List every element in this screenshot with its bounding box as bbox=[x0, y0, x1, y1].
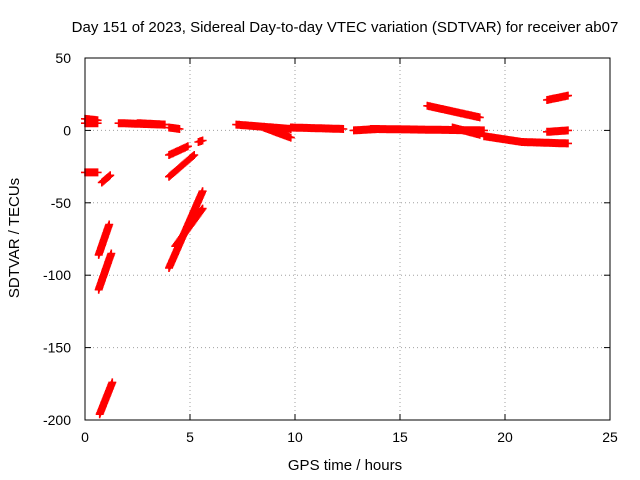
data-point-cluster bbox=[194, 136, 207, 146]
data-point-cluster bbox=[97, 171, 115, 187]
data-point-cluster bbox=[133, 119, 169, 129]
x-tick-label: 25 bbox=[602, 429, 618, 445]
axis-ticks: 0 5 10 15 20 25 -200 -150 -100 -50 0 50 bbox=[43, 50, 618, 445]
data-point-cluster bbox=[517, 138, 572, 148]
chart-title: Day 151 of 2023, Sidereal Day-to-day VTE… bbox=[72, 19, 619, 36]
y-tick-label: -50 bbox=[51, 195, 71, 211]
x-tick-label: 5 bbox=[186, 429, 194, 445]
data-point-cluster bbox=[259, 123, 295, 142]
y-tick-label: 50 bbox=[55, 50, 71, 66]
x-axis-label: GPS time / hours bbox=[288, 457, 402, 474]
x-tick-label: 10 bbox=[287, 429, 303, 445]
y-tick-label: 0 bbox=[63, 122, 71, 138]
x-tick-label: 15 bbox=[392, 429, 408, 445]
y-tick-label: -150 bbox=[43, 340, 71, 356]
data-point-cluster bbox=[95, 378, 117, 419]
plot-frame bbox=[84, 57, 611, 421]
grid-lines bbox=[85, 58, 610, 420]
data-point-cluster bbox=[94, 249, 116, 294]
data-point-cluster bbox=[165, 151, 199, 181]
data-point-cluster bbox=[543, 91, 572, 104]
data-point-cluster bbox=[165, 142, 192, 159]
x-tick-label: 20 bbox=[497, 429, 513, 445]
data-point-cluster bbox=[171, 204, 207, 251]
data-points bbox=[81, 91, 572, 419]
x-tick-label: 0 bbox=[81, 429, 89, 445]
data-point-cluster bbox=[286, 123, 348, 133]
y-tick-label: -100 bbox=[43, 267, 71, 283]
data-point-cluster bbox=[165, 123, 184, 133]
data-point-cluster bbox=[94, 220, 114, 259]
data-point-cluster bbox=[448, 123, 484, 139]
data-point-cluster bbox=[423, 101, 484, 122]
y-tick-label: -200 bbox=[43, 412, 71, 428]
y-axis-label: SDTVAR / TECUs bbox=[6, 178, 23, 298]
data-point-cluster bbox=[543, 126, 572, 136]
